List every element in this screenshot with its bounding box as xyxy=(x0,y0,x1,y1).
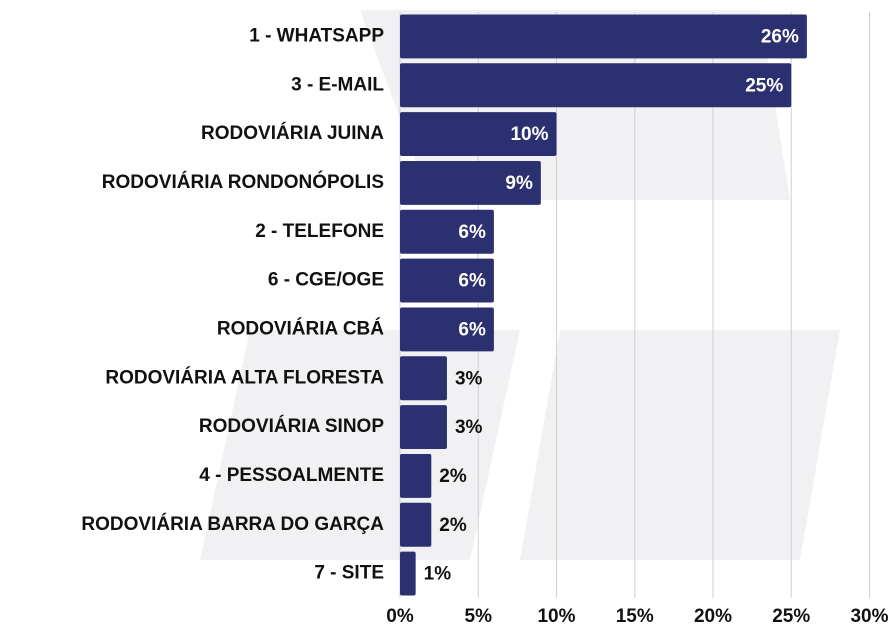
value-label: 2% xyxy=(439,515,467,536)
bar xyxy=(400,405,447,450)
y-tick-label: 6 - CGE/OGE xyxy=(268,270,384,291)
value-label: 26% xyxy=(761,26,799,47)
x-tick-label: 20% xyxy=(694,606,732,627)
bar xyxy=(400,63,792,108)
bar xyxy=(400,453,432,498)
y-tick-label: 3 - E-MAIL xyxy=(291,74,384,95)
bar xyxy=(400,160,541,205)
y-tick-label: RODOVIÁRIA ALTA FLORESTA xyxy=(105,366,384,388)
y-tick-label: RODOVIÁRIA CBÁ xyxy=(217,317,384,339)
bar xyxy=(400,258,494,303)
x-tick-label: 25% xyxy=(772,606,810,627)
bar xyxy=(400,502,432,547)
y-tick-label: RODOVIÁRIA JUINA xyxy=(201,122,384,144)
x-tick-label: 5% xyxy=(465,606,493,627)
value-label: 10% xyxy=(510,124,548,145)
value-label: 2% xyxy=(439,466,467,487)
y-tick-label: 2 - TELEFONE xyxy=(255,221,384,242)
value-label: 6% xyxy=(458,319,486,340)
value-label: 6% xyxy=(458,271,486,292)
bar xyxy=(400,356,447,401)
y-tick-label: 4 - PESSOALMENTE xyxy=(199,465,384,486)
y-tick-label: RODOVIÁRIA SINOP xyxy=(199,415,384,437)
bar xyxy=(400,112,557,157)
x-tick-label: 15% xyxy=(616,606,654,627)
bar xyxy=(400,551,416,596)
value-label: 9% xyxy=(505,173,533,194)
value-label: 3% xyxy=(455,368,483,389)
value-label: 25% xyxy=(745,75,783,96)
bar xyxy=(400,209,494,254)
y-tick-label: 1 - WHATSAPP xyxy=(249,25,384,46)
value-label: 6% xyxy=(458,222,486,243)
x-tick-label: 10% xyxy=(537,606,575,627)
y-tick-label: RODOVIÁRIA RONDONÓPOLIS xyxy=(102,171,384,193)
value-label: 3% xyxy=(455,417,483,438)
x-tick-label: 30% xyxy=(850,606,888,627)
bar xyxy=(400,307,494,352)
y-tick-label: 7 - SITE xyxy=(314,563,384,584)
bar xyxy=(400,14,807,59)
value-label: 1% xyxy=(424,564,452,585)
y-tick-label: RODOVIÁRIA BARRA DO GARÇA xyxy=(81,513,384,535)
x-tick-label: 0% xyxy=(386,606,414,627)
